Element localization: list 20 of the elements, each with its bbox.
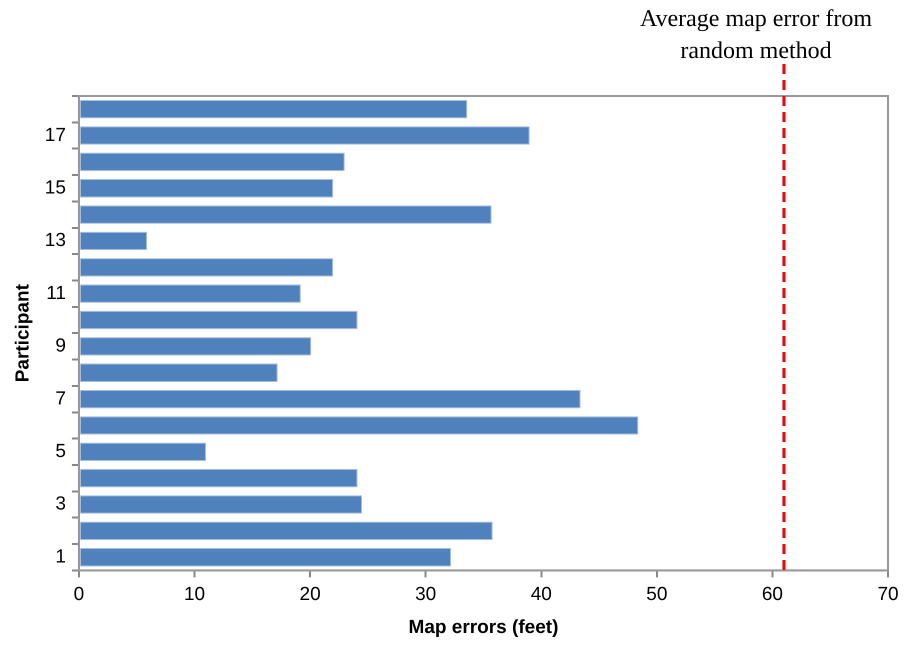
y-tick-label: 13 <box>44 230 66 252</box>
y-tick-label: 17 <box>44 124 66 146</box>
y-tick-label: 5 <box>55 441 66 462</box>
x-tick-label: 40 <box>530 584 552 606</box>
y-tick-label: 7 <box>55 388 66 410</box>
x-tick-label: 70 <box>877 584 899 606</box>
x-tick-label: 60 <box>762 584 783 606</box>
x-tick-label: 30 <box>415 584 436 606</box>
y-tick-label: 3 <box>55 494 66 515</box>
y-tick-label: 15 <box>44 177 66 198</box>
x-tick-label: 50 <box>646 584 668 606</box>
x-tick-label: 20 <box>300 584 321 606</box>
x-tick-label: 10 <box>184 584 206 606</box>
ref-line-label: Average map error from random method <box>640 6 872 64</box>
y-tick-label: 9 <box>55 336 66 357</box>
y-tick-label: 11 <box>46 282 66 304</box>
x-axis-title: Map errors (feet) <box>408 616 558 638</box>
y-axis-title: Participant <box>12 283 34 382</box>
y-tick-label: 1 <box>55 546 66 568</box>
x-tick-label: 0 <box>74 584 84 606</box>
